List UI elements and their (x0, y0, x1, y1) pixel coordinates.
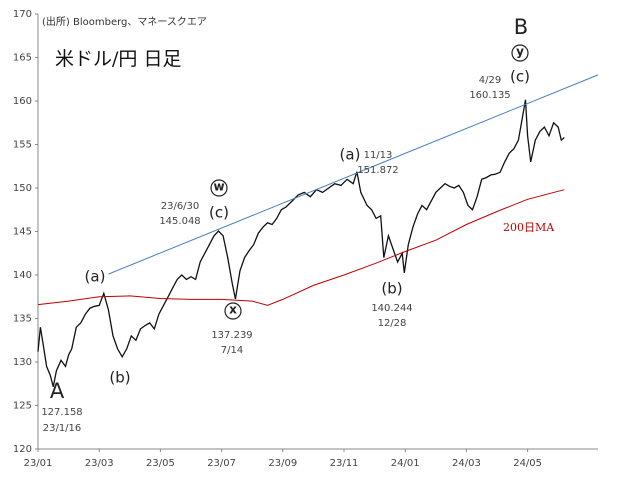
y-tick-label: 150 (13, 183, 32, 194)
x-tick-label: 23/05 (146, 458, 175, 469)
annotation-circle (210, 179, 228, 197)
annotation: 151.872 (357, 165, 398, 176)
annotation: 145.048 (159, 216, 200, 227)
series-line (37, 189, 565, 306)
annotation: (c) (510, 68, 530, 86)
x-tick-label: 24/01 (391, 458, 420, 469)
annotation: 4/29 (479, 75, 501, 86)
y-tick-label: 160 (13, 96, 32, 107)
annotation: 23/1/16 (43, 423, 82, 434)
annotation: (c) (209, 204, 229, 222)
annotation-circle (224, 302, 242, 320)
annotation: 160.135 (469, 90, 510, 101)
annotation: (a) (85, 268, 106, 286)
y-tick-label: 135 (13, 314, 32, 325)
annotation: 11/13 (364, 150, 393, 161)
annotation: (b) (109, 369, 130, 387)
series-line (37, 99, 565, 387)
annotation: 23/6/30 (161, 201, 200, 212)
x-tick-label: 23/11 (330, 458, 359, 469)
annotation-circle (511, 44, 529, 62)
chart-subtitle: (出所) Bloomberg、マネースクエア (42, 15, 207, 28)
y-tick-label: 145 (13, 227, 32, 238)
y-tick-label: 170 (13, 9, 32, 20)
ma-label: 200日MA (503, 221, 555, 234)
y-tick-label: 140 (13, 270, 32, 281)
annotation: w (213, 180, 224, 194)
chart-title: 米ドル/円 日足 (55, 48, 181, 70)
x-tick-label: 23/09 (268, 458, 297, 469)
x-tick-label: 23/01 (24, 458, 53, 469)
annotation: y (516, 45, 524, 59)
y-tick-label: 125 (13, 401, 32, 412)
annotation: 137.239 (211, 330, 252, 341)
annotation: (b) (381, 280, 402, 298)
x-tick-label: 24/05 (513, 458, 542, 469)
y-tick-label: 120 (13, 444, 32, 455)
annotation: 127.158 (41, 407, 82, 418)
annotation: 12/28 (378, 318, 407, 329)
annotation: B (514, 15, 528, 39)
x-tick-label: 23/07 (207, 458, 236, 469)
series-line (108, 74, 599, 275)
x-tick-label: 23/03 (85, 458, 114, 469)
annotation: A (50, 379, 65, 403)
annotation: 7/14 (221, 345, 243, 356)
annotation: 140.244 (371, 303, 412, 314)
y-tick-label: 165 (13, 53, 32, 64)
annotation: (a) (340, 146, 361, 164)
y-tick-label: 155 (13, 140, 32, 151)
y-tick-label: 130 (13, 357, 32, 368)
annotation: x (229, 303, 237, 317)
x-tick-label: 24/03 (452, 458, 481, 469)
